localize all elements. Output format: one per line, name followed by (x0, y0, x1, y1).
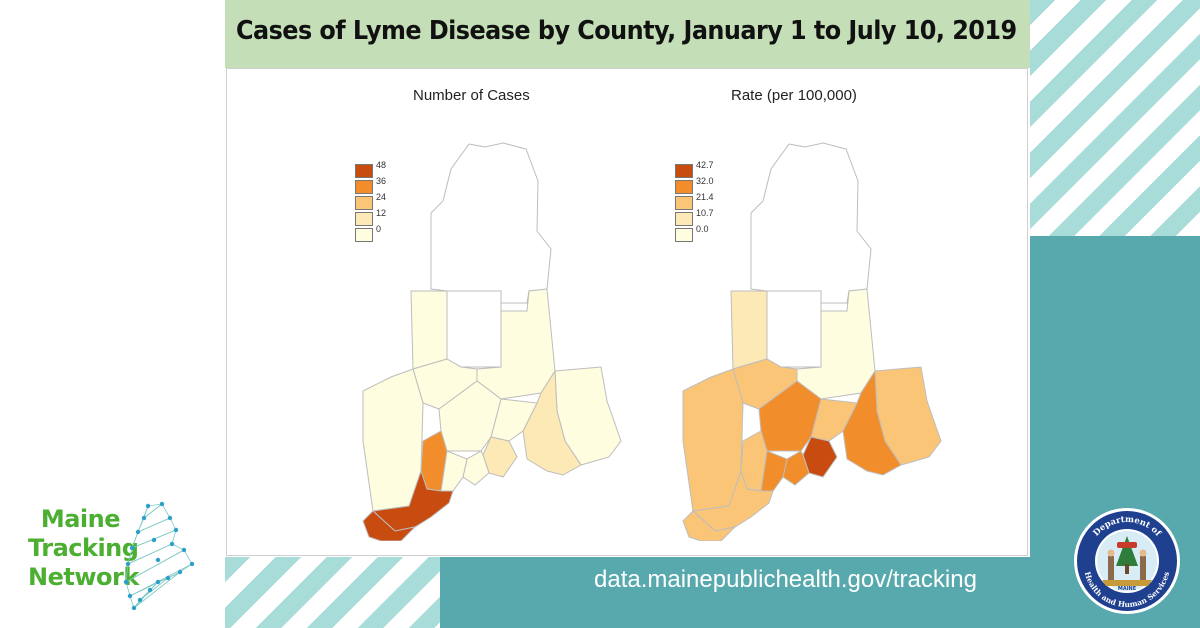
map-panel: Number of Cases Rate (per 100,000) 48 36… (226, 68, 1028, 556)
title-band (225, 0, 1030, 68)
maine-tracking-network-logo: Maine Tracking Network (28, 505, 139, 592)
legend-label: 24 (376, 192, 387, 202)
legend-label: 10.7 (696, 208, 714, 218)
logo-line: Network (28, 563, 139, 591)
legend-label: 0.0 (696, 224, 709, 234)
legend-swatch (675, 180, 693, 194)
legend-label: 36 (376, 176, 387, 186)
decorative-stripes-top-right (1030, 0, 1200, 236)
logo-line: Tracking (28, 534, 139, 562)
map-title-rate: Rate (per 100,000) (731, 87, 857, 104)
dhhs-seal-icon: Department of Health and Human Services … (1074, 508, 1180, 614)
legend-swatch (675, 164, 693, 178)
legend-swatch (355, 196, 373, 210)
network-map-icon (123, 501, 195, 610)
legend-label: 21.4 (696, 192, 714, 202)
legend-swatch (355, 228, 373, 242)
legend-swatch (675, 212, 693, 226)
decorative-stripes-bottom-left (225, 557, 440, 628)
tracking-url[interactable]: data.mainepublichealth.gov/tracking (594, 566, 977, 593)
map-rate-per-100000 (682, 142, 942, 541)
legend-label: 0 (376, 224, 382, 234)
seal-center-text: MAINE (1118, 586, 1137, 592)
logo-line: Maine (40, 505, 121, 533)
page-title: Cases of Lyme Disease by County, January… (236, 16, 1017, 46)
legend-swatch (675, 228, 693, 242)
map-number-of-cases (362, 142, 622, 541)
legend-swatch (675, 196, 693, 210)
legend-swatch (355, 212, 373, 226)
legend-label: 12 (376, 208, 387, 218)
legend-label: 48 (376, 160, 387, 170)
legend-swatch (355, 164, 373, 178)
footer-band (440, 557, 1030, 628)
legend-label: 42.7 (696, 160, 714, 170)
map-title-cases: Number of Cases (413, 87, 530, 104)
legend-swatch (355, 180, 373, 194)
legend-label: 32.0 (696, 176, 714, 186)
